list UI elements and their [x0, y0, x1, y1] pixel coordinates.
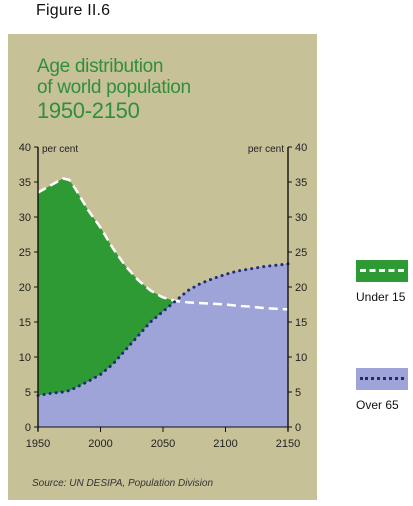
- y-axis-label-right: per cent: [248, 144, 284, 155]
- y-tick-label-left: 10: [19, 352, 31, 364]
- chart-title: Age distribution of world population 195…: [37, 56, 297, 124]
- source-note: Source: UN DESIPA, Population Division: [32, 478, 214, 489]
- y-axis-label-left: per cent: [42, 144, 78, 155]
- y-tick-label-left: 20: [19, 282, 31, 294]
- legend-over-65: Over 65: [356, 368, 408, 412]
- legend-swatch-over-65: [356, 368, 408, 390]
- x-tick-label: 1950: [26, 438, 50, 450]
- chart-title-line-3: 1950-2150: [37, 98, 140, 123]
- legend-under-15: Under 15: [356, 260, 408, 304]
- y-tick-label-left: 0: [25, 422, 31, 434]
- y-tick-label-right: 30: [295, 212, 307, 224]
- y-tick-label-right: 20: [295, 282, 307, 294]
- legend-label-over-65: Over 65: [356, 398, 399, 412]
- y-tick-label-right: 5: [295, 387, 301, 399]
- y-tick-label-right: 40: [295, 142, 307, 154]
- x-tick-label: 2000: [88, 438, 112, 450]
- figure-label: Figure II.6: [36, 2, 111, 19]
- y-tick-label-right: 0: [295, 422, 301, 434]
- y-tick-label-left: 25: [19, 247, 31, 259]
- y-tick-label-right: 25: [295, 247, 307, 259]
- x-tick-label: 2100: [213, 438, 237, 450]
- legend-swatch-under-15: [356, 260, 408, 282]
- y-tick-label-right: 10: [295, 352, 307, 364]
- y-tick-label-right: 15: [295, 317, 307, 329]
- legend-dot-line: [360, 377, 404, 380]
- y-tick-label-left: 15: [19, 317, 31, 329]
- y-tick-label-left: 30: [19, 212, 31, 224]
- chart-title-line-2: of world population: [37, 77, 191, 98]
- legend-label-under-15: Under 15: [356, 290, 406, 304]
- y-tick-label-left: 40: [19, 142, 31, 154]
- x-tick-label: 2050: [151, 438, 175, 450]
- chart-title-line-1: Age distribution: [37, 56, 164, 77]
- y-tick-label-left: 5: [25, 387, 31, 399]
- legend-dash-line: [360, 269, 404, 272]
- area-over-65: [38, 263, 288, 427]
- line-under-15: [37, 177, 289, 311]
- x-tick-label: 2150: [276, 438, 300, 450]
- line-over-65: [36, 262, 290, 397]
- y-tick-label-left: 35: [19, 177, 31, 189]
- y-tick-label-right: 35: [295, 177, 307, 189]
